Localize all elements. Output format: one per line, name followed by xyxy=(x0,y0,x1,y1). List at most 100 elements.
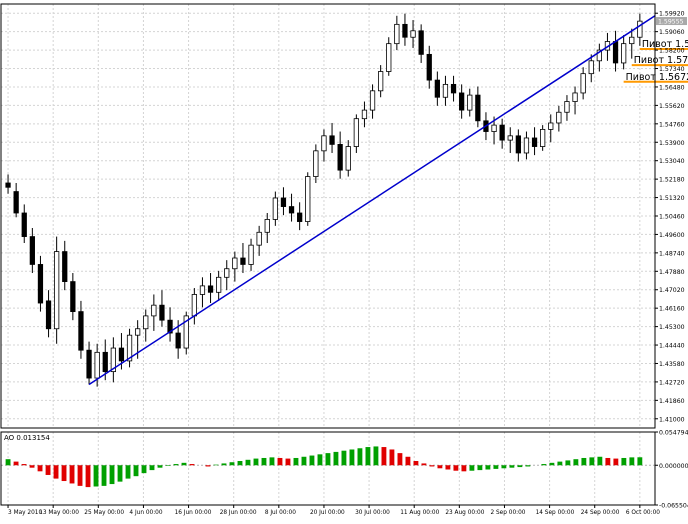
candle-body xyxy=(378,71,384,92)
y-tick-label: 1.59920 xyxy=(659,11,685,18)
candle-body xyxy=(159,304,165,321)
y-tick-label: 1.53040 xyxy=(659,158,685,165)
candle-body xyxy=(442,83,449,98)
candle-body xyxy=(70,281,76,313)
y-tick-label: 1.41860 xyxy=(659,398,685,405)
candle-body xyxy=(402,23,408,38)
candle-body xyxy=(199,285,206,295)
y-tick-label: 1.43580 xyxy=(659,361,685,368)
candle-body xyxy=(37,264,44,304)
y-tick-label: 1.49600 xyxy=(659,232,685,239)
x-tick-label: 3 May 2010 xyxy=(8,510,42,516)
candle-body xyxy=(118,347,125,362)
candle-body xyxy=(459,92,465,111)
candle-body xyxy=(54,251,60,330)
candle-body xyxy=(135,328,141,336)
ao-label: AO 0.013154 xyxy=(4,434,50,442)
candle-body xyxy=(612,41,619,64)
candle-body xyxy=(394,23,400,45)
trend-line xyxy=(88,15,656,386)
candle-body xyxy=(540,128,546,147)
y-tick-label: 1.58200 xyxy=(659,48,685,55)
x-tick-label: 25 May 00:00 xyxy=(84,510,124,516)
candle-body xyxy=(272,197,278,220)
candle-body xyxy=(467,94,473,111)
x-tick-label: 8 Jul 00:00 xyxy=(265,510,296,516)
candle-body xyxy=(21,212,27,237)
candle-body xyxy=(94,351,100,379)
candle-body xyxy=(264,219,270,233)
current-price-label: 1.59555 xyxy=(658,19,684,26)
candle-body xyxy=(313,150,319,177)
candle-body xyxy=(288,206,295,214)
candle-body xyxy=(475,94,481,122)
candle-body xyxy=(369,90,376,111)
pivot-level-label: Пивот 1.5825 xyxy=(642,39,688,50)
candle-body xyxy=(499,124,505,141)
candle-body xyxy=(183,315,189,349)
candle-body xyxy=(151,304,157,317)
candle-body xyxy=(216,276,222,293)
candle-body xyxy=(410,30,416,38)
candle-body xyxy=(621,43,627,64)
candle-body xyxy=(345,146,351,171)
candle-body xyxy=(531,137,538,147)
candle-body xyxy=(240,257,246,265)
candle-body xyxy=(207,285,214,293)
candle-body xyxy=(515,135,521,154)
y-tick-label: 1.41000 xyxy=(659,416,685,423)
candle-body xyxy=(491,124,497,132)
candle-body xyxy=(110,347,116,373)
candle-body xyxy=(596,49,602,62)
pivot-level-label: Пивот 1.5750 xyxy=(634,55,688,66)
candle-body xyxy=(353,118,359,147)
candle-body xyxy=(62,251,68,282)
candle-body xyxy=(86,349,92,379)
candle-body xyxy=(637,20,643,38)
x-tick-label: 6 Oct 00:00 xyxy=(626,510,660,516)
candle-body xyxy=(361,109,368,120)
candle-body xyxy=(426,53,432,81)
x-tick-label: 23 Aug 00:00 xyxy=(445,510,484,516)
candle-body xyxy=(45,300,52,330)
candle-body xyxy=(78,311,84,351)
candle-body xyxy=(102,351,108,373)
candle-body xyxy=(321,135,327,152)
candles xyxy=(5,13,643,387)
candle-body xyxy=(434,79,440,98)
candle-body xyxy=(248,244,254,265)
ao-y-tick-label: 0.000000 xyxy=(659,463,688,470)
x-tick-label: 28 Jun 00:00 xyxy=(220,510,257,516)
candle-body xyxy=(329,135,335,145)
candle-body xyxy=(224,268,230,278)
candle-body xyxy=(126,334,133,362)
ao-frame xyxy=(0,431,656,506)
x-tick-label: 20 Jul 00:00 xyxy=(310,510,345,516)
candle-body xyxy=(386,43,392,72)
x-tick-label: 4 Jun 00:00 xyxy=(129,510,162,516)
candle-body xyxy=(337,144,343,171)
y-tick-label: 1.48740 xyxy=(659,250,685,257)
y-tick-label: 1.53900 xyxy=(659,140,685,147)
candle-body xyxy=(572,92,578,102)
y-tick-label: 1.57340 xyxy=(659,66,685,73)
candle-body xyxy=(5,182,11,188)
candle-body xyxy=(629,36,635,45)
ao-bars xyxy=(5,446,643,488)
ao-y-tick-label: -0.065504 xyxy=(659,503,688,510)
candle-body xyxy=(175,332,181,349)
candle-body xyxy=(167,319,173,334)
overlays: Пивот 1.5825 Пивот 1.5750 Пивот 1.5672 xyxy=(88,15,688,386)
candle-body xyxy=(418,30,424,55)
current-price-box xyxy=(656,17,687,26)
candle-body xyxy=(256,231,262,246)
candle-body xyxy=(297,212,303,222)
x-tick-label: 16 Jun 00:00 xyxy=(175,510,212,516)
y-tick-label: 1.47880 xyxy=(659,269,685,276)
y-tick-label: 1.54760 xyxy=(659,121,685,128)
y-tick-label: 1.55620 xyxy=(659,103,685,110)
candle-body xyxy=(13,191,19,214)
y-tick-label: 1.42720 xyxy=(659,379,685,386)
